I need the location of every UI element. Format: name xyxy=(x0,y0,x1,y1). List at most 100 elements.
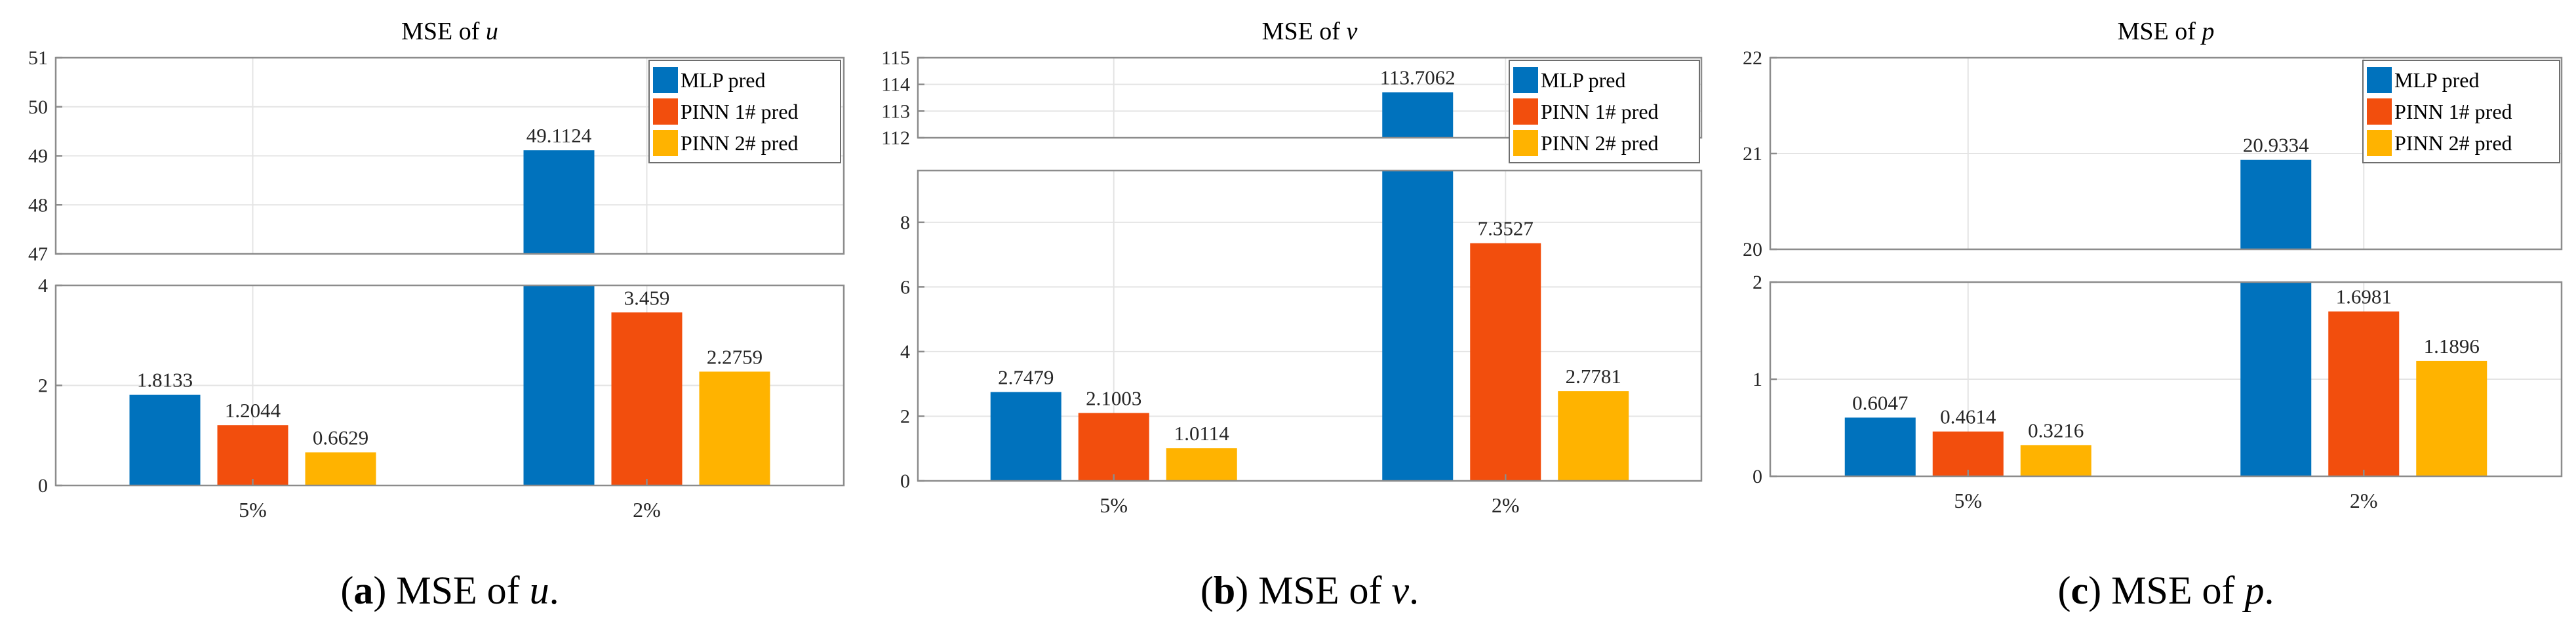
bar-mlp-pred-2pct xyxy=(523,285,595,485)
data-label: 7.3527 xyxy=(1478,217,1534,240)
chart-title-variable: p xyxy=(2200,18,2214,45)
caption-text: MSE of xyxy=(2111,569,2244,612)
bar-pinn-1-pred-5pct xyxy=(1932,431,2004,476)
data-label: 49.1124 xyxy=(526,124,592,147)
bar-pinn-2-pred-2pct xyxy=(2416,360,2487,476)
legend-entry: PINN 1# pred xyxy=(2394,100,2512,123)
legend-box xyxy=(1509,60,1700,163)
bar-pinn-1-pred-2pct xyxy=(1470,243,1541,481)
y-tick-label: 112 xyxy=(881,127,910,149)
legend-swatch xyxy=(2367,98,2392,125)
caption-variable: u xyxy=(530,569,549,612)
legend-entry: MLP pred xyxy=(2394,68,2479,92)
bar-pinn-2-pred-5pct xyxy=(1166,448,1237,481)
bar-mlp-pred-2pct xyxy=(1382,171,1454,481)
caption-variable: v xyxy=(1392,569,1410,612)
chart-title-prefix: MSE of xyxy=(2118,18,2202,45)
caption-letter: b xyxy=(1214,569,1235,612)
lower-axis-box xyxy=(917,169,1703,482)
data-label: 2.7479 xyxy=(998,366,1054,389)
data-label: 0.4614 xyxy=(1940,405,1996,428)
chart-v: MSE of v 2.7479 2.1003 1.0114 5% 113.7062 7.35… xyxy=(881,18,1703,612)
legend: MLP pred PINN 1# pred PINN 2# pred xyxy=(648,60,841,163)
data-label: 3.459 xyxy=(624,286,670,309)
bar-mlp-pred-2pct-upper xyxy=(1382,92,1454,138)
legend-entry: MLP pred xyxy=(1541,68,1625,92)
y-tick-label: 113 xyxy=(881,100,910,122)
y-tick-label: 51 xyxy=(28,47,48,69)
data-label: 20.9334 xyxy=(2243,134,2309,157)
data-label: 1.0114 xyxy=(1174,422,1230,445)
caption-open-paren: ( xyxy=(2058,569,2071,612)
data-label: 0.3216 xyxy=(2028,419,2084,442)
legend: MLP pred PINN 1# pred PINN 2# pred xyxy=(1509,60,1700,163)
caption-close-paren: ) xyxy=(1235,569,1258,612)
bar-mlp-pred-2pct-upper xyxy=(2240,159,2312,249)
y-tick-label: 48 xyxy=(28,194,48,216)
legend-swatch xyxy=(1513,67,1538,93)
bar-pinn-1-pred-5pct xyxy=(217,425,288,485)
chart-title-variable: v xyxy=(1346,18,1357,45)
bar-pinn-1-pred-5pct xyxy=(1078,413,1149,481)
y-tick-label: 114 xyxy=(881,74,910,96)
caption-variable: p xyxy=(2242,569,2264,612)
y-tick-label: 21 xyxy=(1743,143,1762,165)
legend-entry: PINN 2# pred xyxy=(1541,131,1659,155)
y-tick-label: 1 xyxy=(1753,369,1762,390)
legend-box xyxy=(648,60,841,163)
bar-pinn-2-pred-5pct xyxy=(305,452,376,485)
y-tick-label: 0 xyxy=(900,470,910,492)
y-tick-label: 0 xyxy=(1753,466,1762,487)
bar-pinn-1-pred-2pct xyxy=(2328,311,2400,476)
chart-title: MSE of u xyxy=(401,18,498,45)
y-tick-label: 2 xyxy=(900,405,910,427)
y-tick-label: 115 xyxy=(881,47,910,69)
y-tick-label: 47 xyxy=(28,243,48,265)
y-tick-label: 2 xyxy=(38,375,48,397)
data-label: 1.8133 xyxy=(137,369,193,392)
y-tick-label: 20 xyxy=(1743,239,1762,260)
caption-close-paren: ) xyxy=(2088,569,2111,612)
upper-axis-box xyxy=(917,56,1703,139)
legend: MLP pred PINN 1# pred PINN 2# pred xyxy=(2362,60,2560,163)
y-tick-label: 50 xyxy=(28,96,48,118)
category-label: 2% xyxy=(2350,489,2378,512)
caption-open-paren: ( xyxy=(1200,569,1214,612)
data-label: 1.1896 xyxy=(2424,335,2480,358)
bar-pinn-2-pred-2pct xyxy=(1558,391,1629,481)
caption-letter: a xyxy=(353,569,373,612)
bar-pinn-2-pred-5pct xyxy=(2020,445,2091,476)
figure-caption: (a) MSE of u. xyxy=(340,569,559,612)
bar-pinn-1-pred-2pct xyxy=(611,312,683,485)
legend-entry: PINN 2# pred xyxy=(2394,131,2512,155)
caption-close-paren: ) xyxy=(373,569,396,612)
legend-swatch xyxy=(1513,130,1538,156)
caption-text: MSE of xyxy=(396,569,529,612)
legend-swatch xyxy=(2367,130,2392,156)
data-label: 1.6981 xyxy=(2336,285,2392,308)
y-tick-label: 4 xyxy=(900,341,910,363)
category-label: 5% xyxy=(239,498,267,522)
caption-end: . xyxy=(1409,569,1419,612)
legend-entry: PINN 1# pred xyxy=(1541,100,1659,123)
bar-mlp-pred-5pct xyxy=(1844,417,1916,476)
data-label: 113.7062 xyxy=(1380,66,1456,89)
legend-entry: PINN 1# pred xyxy=(681,100,799,123)
legend-swatch xyxy=(1513,98,1538,125)
caption-letter: c xyxy=(2071,569,2089,612)
bar-pinn-2-pred-2pct xyxy=(699,371,770,485)
figure-caption: (b) MSE of v. xyxy=(1200,569,1419,612)
bar-mlp-pred-5pct xyxy=(129,394,201,485)
chart-title-prefix: MSE of xyxy=(1262,18,1347,45)
y-tick-label: 4 xyxy=(38,275,48,297)
legend-swatch xyxy=(653,98,678,125)
caption-end: . xyxy=(549,569,559,612)
data-label: 2.1003 xyxy=(1086,387,1141,410)
category-label: 2% xyxy=(1492,493,1520,517)
chart-title: MSE of p xyxy=(2118,18,2215,45)
y-tick-label: 22 xyxy=(1743,47,1762,69)
data-label: 0.6629 xyxy=(313,426,368,449)
chart-title-prefix: MSE of xyxy=(401,18,486,45)
caption-end: . xyxy=(2264,569,2274,612)
chart-p: MSE of p 0.6047 0.4614 0.3216 5% 20.9334 1.698… xyxy=(1743,18,2563,612)
